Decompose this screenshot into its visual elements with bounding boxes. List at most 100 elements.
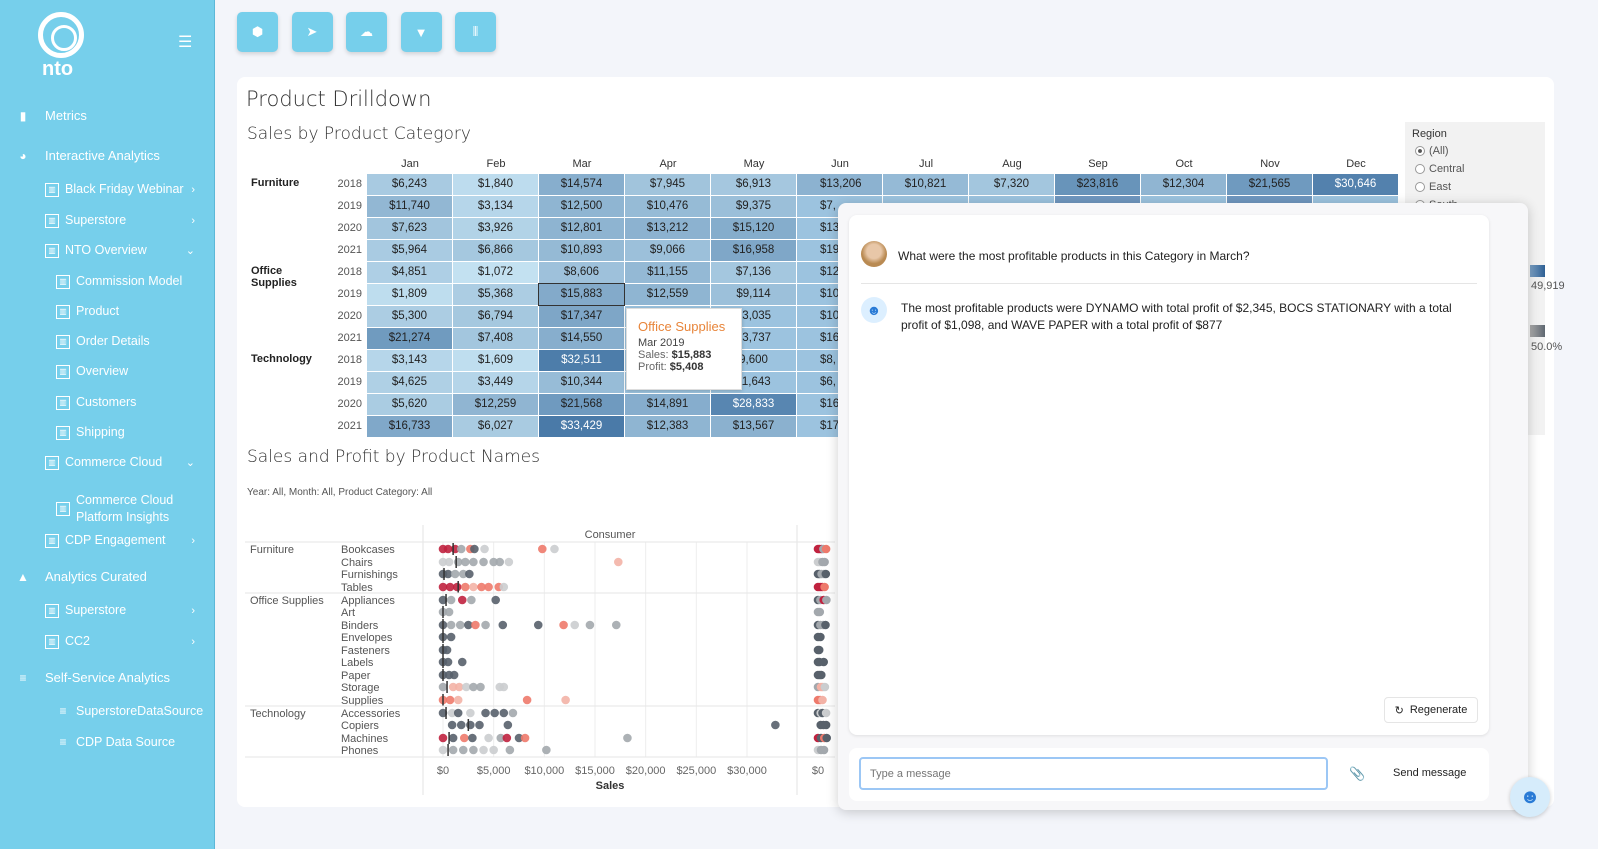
data-point[interactable] (480, 544, 489, 554)
heatmap-cell[interactable]: $4,625 (367, 372, 452, 393)
sidebar-item-product[interactable]: ▥ Product (0, 303, 215, 320)
data-point[interactable] (822, 733, 831, 743)
sidebar-item-superstore[interactable]: ▥ Superstore › (0, 602, 215, 619)
data-point[interactable] (447, 708, 457, 718)
heatmap-cell[interactable]: $12,500 (539, 196, 624, 217)
cloud-upload-button[interactable]: ☁ (346, 12, 387, 52)
heatmap-cell[interactable]: $17,347 (539, 306, 624, 327)
sidebar-item-self-service-analytics[interactable]: ≡ Self-Service Analytics (0, 669, 215, 686)
data-point[interactable] (559, 620, 568, 630)
sidebar-item-customers[interactable]: ▥ Customers (0, 394, 215, 411)
heatmap-cell[interactable]: $12,304 (1141, 174, 1226, 195)
heatmap-cell[interactable]: $28,833 (711, 394, 796, 415)
data-point[interactable] (771, 720, 780, 730)
data-point[interactable] (623, 733, 632, 743)
chevron-icon[interactable]: › (191, 635, 195, 648)
data-point[interactable] (438, 745, 448, 755)
data-point[interactable] (819, 657, 828, 667)
data-point[interactable] (475, 720, 484, 730)
sidebar-item-superstore[interactable]: ▥ Superstore › (0, 212, 215, 229)
heatmap-cell[interactable]: $33,429 (539, 416, 624, 437)
data-point[interactable] (476, 682, 485, 692)
data-point[interactable] (820, 582, 829, 592)
data-point[interactable] (821, 620, 830, 630)
heatmap-cell[interactable]: $6,794 (453, 306, 538, 327)
sidebar-item-cdp-data-source[interactable]: ≡ CDP Data Source (0, 734, 215, 751)
chevron-icon[interactable]: ⌄ (185, 457, 195, 469)
heatmap-cell[interactable]: $14,891 (625, 394, 710, 415)
sidebar-item-cc2[interactable]: ▥ CC2 › (0, 633, 215, 650)
heatmap-cell[interactable]: $14,574 (539, 174, 624, 195)
data-point[interactable] (448, 682, 458, 692)
data-point[interactable] (448, 745, 458, 755)
send-message-button[interactable]: Send message (1393, 767, 1467, 779)
heatmap-cell[interactable]: $7,945 (625, 174, 710, 195)
data-point[interactable] (821, 544, 831, 554)
heatmap-cell[interactable]: $15,120 (711, 218, 796, 239)
sidebar-item-shipping[interactable]: ▥ Shipping (0, 424, 215, 441)
columns-button[interactable]: ⫴ (455, 12, 496, 52)
heatmap-cell[interactable]: $8,606 (539, 262, 624, 283)
data-point[interactable] (445, 695, 455, 705)
sidebar-item-commerce-cloud[interactable]: ▥ Commerce Cloud ⌄ (0, 454, 215, 471)
sidebar-item-metrics[interactable]: ▮ Metrics (0, 107, 215, 124)
data-point[interactable] (504, 557, 514, 567)
data-point[interactable] (499, 708, 509, 718)
data-point[interactable] (443, 569, 453, 579)
paper-plane-button[interactable]: ➤ (291, 12, 333, 52)
sidebar-item-cdp-engagement[interactable]: ▥ CDP Engagement › (0, 532, 215, 549)
data-point[interactable] (495, 557, 505, 567)
heatmap-cell[interactable]: $6,027 (453, 416, 538, 437)
attachment-icon[interactable]: 📎 (1349, 766, 1366, 781)
heatmap-cell[interactable]: $11,740 (367, 196, 452, 217)
data-point[interactable] (452, 582, 462, 592)
data-point[interactable] (455, 620, 465, 630)
data-point[interactable] (821, 720, 831, 730)
heatmap-cell[interactable]: $10,893 (539, 240, 624, 261)
heatmap-cell[interactable]: $16,733 (367, 416, 452, 437)
data-point[interactable] (448, 733, 458, 743)
data-point[interactable] (570, 620, 580, 630)
data-point[interactable] (820, 682, 830, 692)
data-point[interactable] (479, 557, 488, 567)
heatmap-cell[interactable]: $7,408 (453, 328, 538, 349)
data-point[interactable] (490, 708, 499, 718)
data-point[interactable] (469, 745, 478, 755)
sidebar-item-nto-overview[interactable]: ▥ NTO Overview ⌄ (0, 242, 215, 259)
heatmap-cell[interactable]: $4,851 (367, 262, 452, 283)
data-point[interactable] (484, 582, 493, 592)
data-point[interactable] (442, 645, 452, 655)
heatmap-cell[interactable]: $21,568 (539, 394, 624, 415)
data-point[interactable] (820, 557, 829, 567)
data-point[interactable] (446, 632, 456, 642)
data-point[interactable] (496, 733, 506, 743)
data-point[interactable] (489, 745, 498, 755)
data-point[interactable] (499, 582, 509, 592)
data-point[interactable] (460, 557, 470, 567)
data-point[interactable] (611, 620, 621, 630)
data-point[interactable] (491, 595, 500, 605)
heatmap-cell[interactable]: $1,840 (453, 174, 538, 195)
chevron-icon[interactable]: › (191, 214, 195, 227)
sidebar-item-superstoredatasource[interactable]: ≡ SuperstoreDataSource (0, 703, 215, 720)
heatmap-cell[interactable]: $6,866 (453, 240, 538, 261)
region-option-central[interactable]: Central (1415, 163, 1464, 175)
heatmap-cell[interactable]: $12,801 (539, 218, 624, 239)
data-point[interactable] (821, 569, 831, 579)
data-point[interactable] (456, 544, 466, 554)
data-point[interactable] (505, 745, 515, 755)
data-point[interactable] (449, 670, 459, 680)
data-point[interactable] (469, 582, 478, 592)
cube-button[interactable]: ⬢ (237, 12, 278, 52)
data-point[interactable] (469, 682, 478, 692)
heatmap-cell[interactable]: $5,368 (453, 284, 538, 305)
data-point[interactable] (466, 708, 475, 718)
data-point[interactable] (538, 544, 547, 554)
heatmap-cell[interactable]: $16,958 (711, 240, 796, 261)
data-point[interactable] (815, 607, 825, 617)
data-point[interactable] (444, 557, 454, 567)
data-point[interactable] (477, 582, 486, 592)
heatmap-cell[interactable]: $7,320 (969, 174, 1054, 195)
heatmap-cell[interactable]: $13,212 (625, 218, 710, 239)
data-point[interactable] (438, 733, 448, 743)
